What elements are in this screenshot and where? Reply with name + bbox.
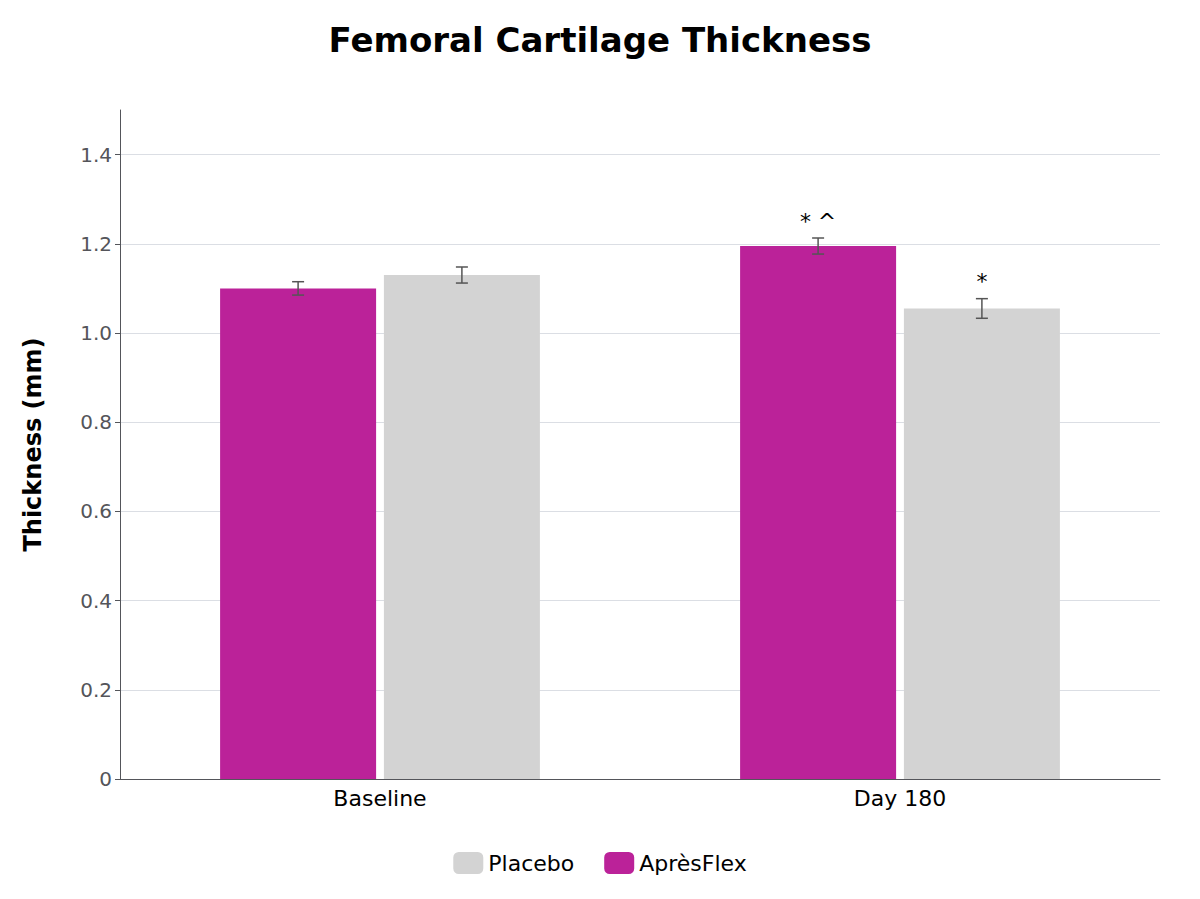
svg-text:0.6: 0.6 [80, 499, 112, 523]
svg-text:Placebo: Placebo [488, 851, 574, 876]
svg-text:1.0: 1.0 [80, 321, 112, 345]
svg-text:Day 180: Day 180 [854, 786, 946, 811]
svg-text:0: 0 [99, 767, 112, 791]
svg-text:0.8: 0.8 [80, 410, 112, 434]
svg-text:Femoral Cartilage Thickness: Femoral Cartilage Thickness [329, 20, 872, 60]
svg-text:1.4: 1.4 [80, 143, 112, 167]
svg-text:Thickness (mm): Thickness (mm) [19, 337, 47, 551]
svg-text:0.2: 0.2 [80, 678, 112, 702]
svg-text:Baseline: Baseline [333, 786, 426, 811]
svg-text:* ^: * ^ [800, 209, 836, 234]
svg-text:*: * [976, 269, 987, 294]
svg-text:1.2: 1.2 [80, 232, 112, 256]
svg-text:AprèsFlex: AprèsFlex [639, 851, 747, 876]
svg-text:0.4: 0.4 [80, 589, 112, 613]
